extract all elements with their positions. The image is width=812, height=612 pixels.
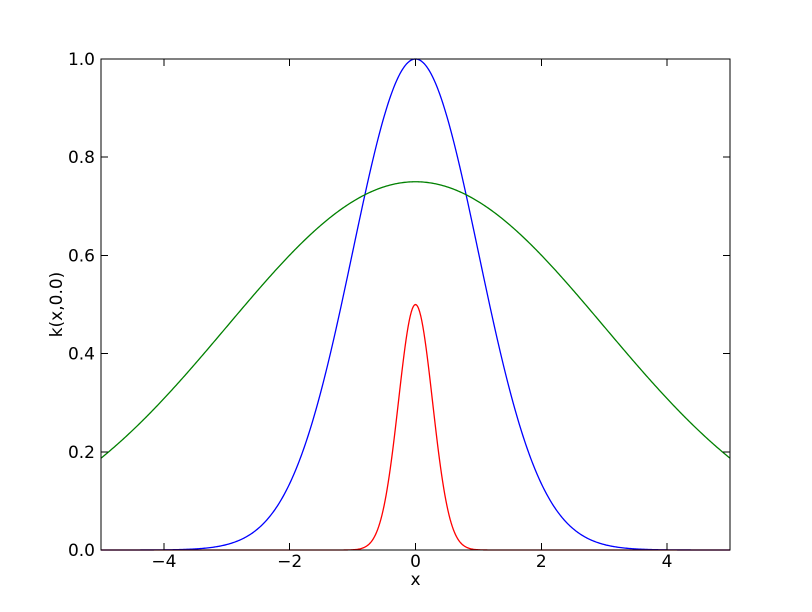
y-tick-label: 0.6 <box>68 246 95 266</box>
x-tick-label: 2 <box>536 552 547 572</box>
tick-labels-layer: −4 −2 0 2 4 0.0 0.2 0.4 0.6 0.8 1.0 <box>68 50 673 572</box>
y-tick-label: 0.4 <box>68 345 95 365</box>
y-tick-label: 1.0 <box>68 50 95 70</box>
axes-frame <box>100 58 731 551</box>
curves-layer <box>100 58 731 551</box>
y-axis-label: k(x,0.0) <box>47 272 67 338</box>
y-tick-label: 0.8 <box>68 148 95 168</box>
x-axis-label: x <box>410 570 420 590</box>
y-tick-label: 0.0 <box>68 541 95 561</box>
red-gaussian-curve <box>101 303 730 551</box>
x-tick-label: −2 <box>277 552 302 572</box>
green-gaussian-curve <box>100 181 731 459</box>
x-tick-label: −4 <box>151 552 176 572</box>
y-tick-label: 0.2 <box>68 443 95 463</box>
x-tick-label: 0 <box>410 552 421 572</box>
x-tick-label: 4 <box>662 552 673 572</box>
